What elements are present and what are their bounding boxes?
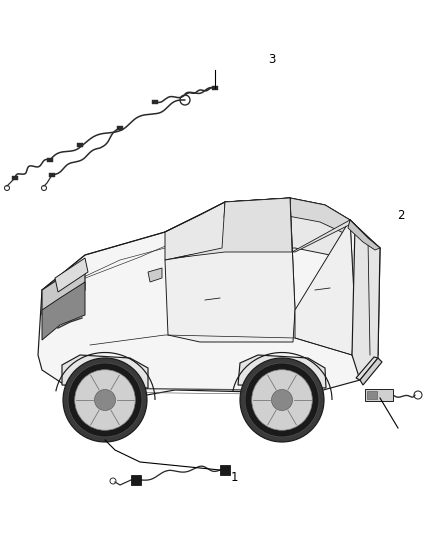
Bar <box>117 126 123 130</box>
Polygon shape <box>238 355 326 388</box>
Polygon shape <box>295 220 355 355</box>
Polygon shape <box>224 198 350 235</box>
Text: 1: 1 <box>230 471 238 483</box>
Polygon shape <box>42 260 85 315</box>
Polygon shape <box>55 258 88 292</box>
Bar <box>212 86 218 90</box>
Circle shape <box>68 363 142 437</box>
Circle shape <box>240 358 324 442</box>
Polygon shape <box>165 198 295 342</box>
Bar <box>131 475 141 485</box>
Text: 2: 2 <box>397 209 405 222</box>
Polygon shape <box>350 220 380 380</box>
Bar <box>77 143 83 147</box>
Bar <box>367 391 377 399</box>
Text: 3: 3 <box>268 53 275 66</box>
Circle shape <box>75 370 135 430</box>
Polygon shape <box>38 198 380 398</box>
Circle shape <box>63 358 147 442</box>
Bar <box>365 389 393 401</box>
Polygon shape <box>356 357 378 380</box>
Bar <box>12 176 18 180</box>
Bar <box>49 173 55 177</box>
Polygon shape <box>348 220 380 250</box>
Polygon shape <box>360 358 382 385</box>
Circle shape <box>95 390 116 410</box>
Circle shape <box>252 370 312 430</box>
Bar <box>220 465 230 475</box>
Bar <box>152 100 158 104</box>
Polygon shape <box>175 198 292 258</box>
Polygon shape <box>292 220 350 252</box>
Bar <box>47 158 53 162</box>
Polygon shape <box>62 355 148 388</box>
Circle shape <box>272 390 293 410</box>
Polygon shape <box>148 268 162 282</box>
Polygon shape <box>165 198 350 260</box>
Circle shape <box>245 363 319 437</box>
Polygon shape <box>42 282 85 340</box>
